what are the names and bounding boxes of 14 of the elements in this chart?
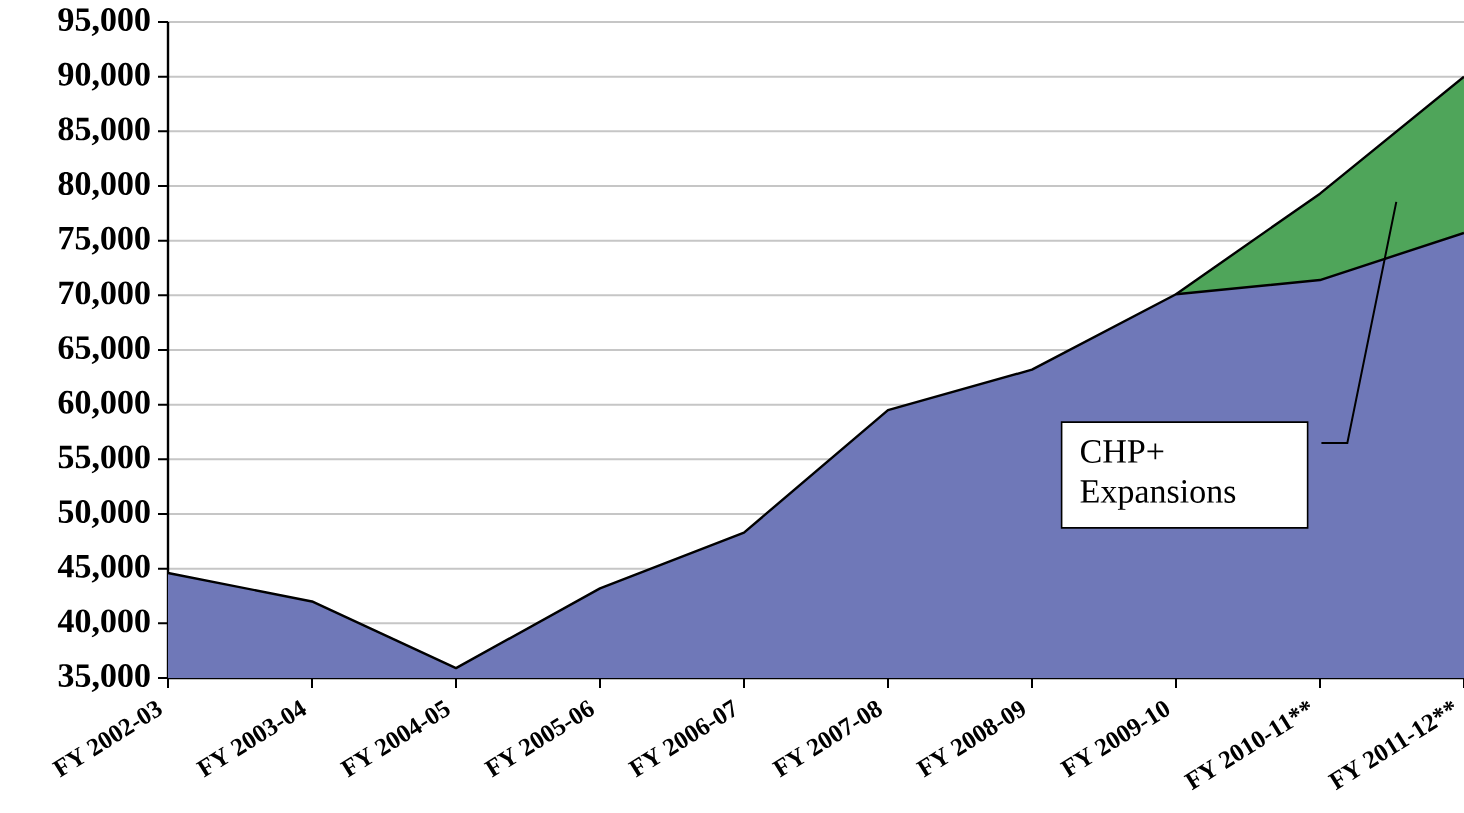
y-tick-label: 60,000 [58,390,150,419]
annotation: CHP+ Expansions [1080,440,1236,510]
y-tick-label: 85,000 [58,117,150,146]
y-tick-label: 90,000 [58,62,150,91]
y-tick-label: 55,000 [58,445,150,474]
y-tick-label: 35,000 [58,664,150,692]
y-tick-label: 95,000 [58,8,150,36]
y-tick-label: 50,000 [58,500,150,528]
y-tick-label: 65,000 [58,336,150,364]
y-tick-label: 70,000 [59,281,150,310]
y-tick-label: 75,000 [59,226,150,255]
y-tick-label: 45,000 [57,554,150,583]
y-tick-label: 80,000 [58,172,150,200]
y-tick-label: 40,000 [57,609,150,638]
